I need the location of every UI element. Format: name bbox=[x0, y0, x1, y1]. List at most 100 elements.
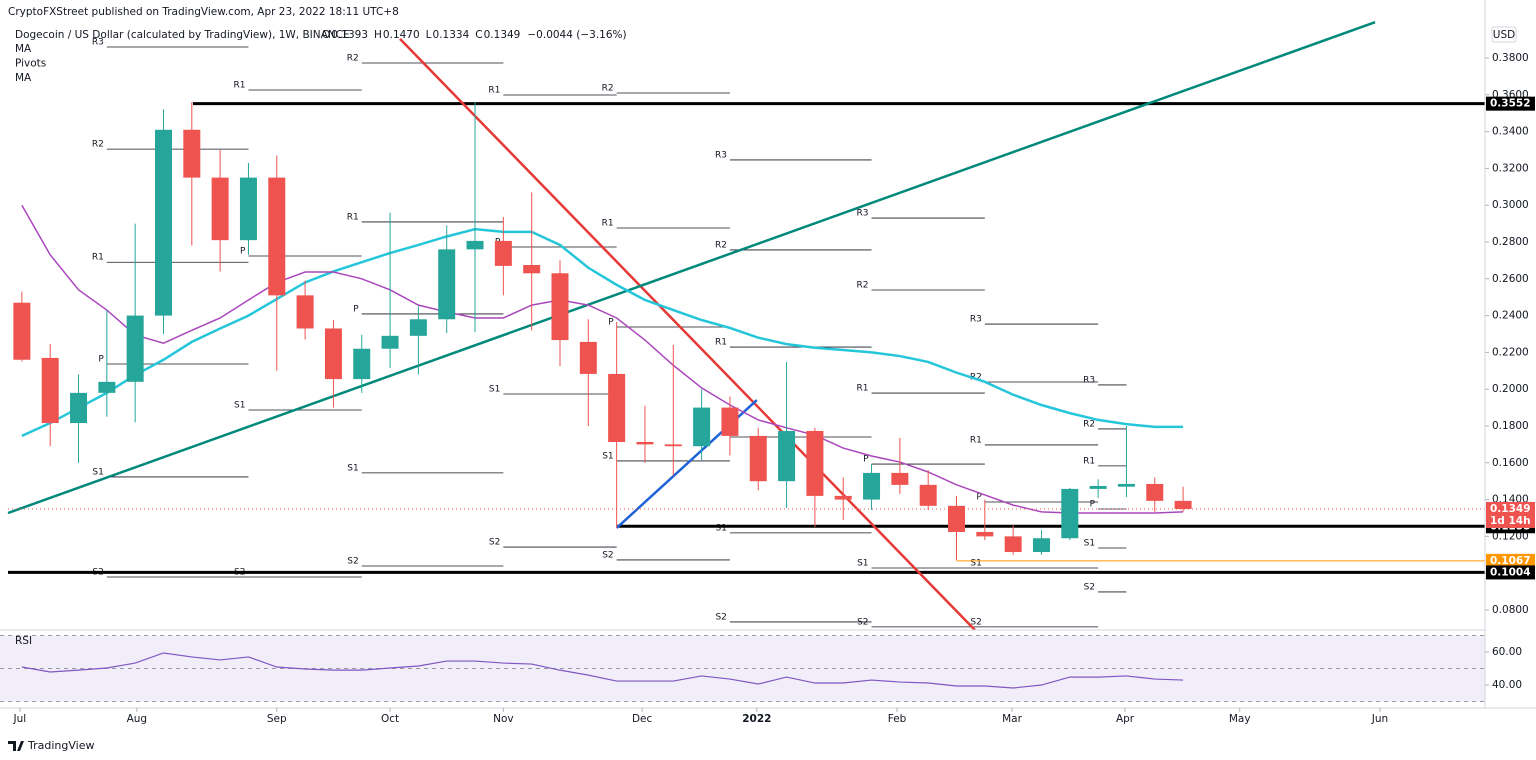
pivot-label: R3 bbox=[92, 37, 104, 47]
currency-box[interactable] bbox=[1491, 26, 1517, 43]
plot-area: R3 R2 R1 P S1 S2 R1 P S1 S2 R2 R1 P S1 S2 R1 P S1 S2 R2 R1 P S… bbox=[0, 20, 1485, 702]
price-label-box bbox=[1486, 565, 1535, 580]
tradingview-logo[interactable]: TradingView bbox=[8, 739, 94, 752]
candle-body bbox=[891, 472, 909, 485]
pivot-label: R2 bbox=[92, 140, 104, 150]
rsi-band bbox=[0, 635, 1485, 702]
symbol-title: Dogecoin / US Dollar (calculated by Trad… bbox=[15, 29, 350, 41]
candle-body bbox=[1117, 483, 1135, 487]
logo-icon[interactable] bbox=[8, 741, 24, 751]
pivot-label: S1 bbox=[857, 559, 868, 569]
pivot-label: R1 bbox=[233, 81, 245, 91]
y-tick-label: 0.3000 bbox=[1492, 199, 1529, 211]
candle-body bbox=[268, 177, 286, 296]
pivot-label: P bbox=[98, 354, 104, 364]
pivot-label: S1 bbox=[92, 467, 103, 477]
indicator-label: MA bbox=[15, 72, 32, 84]
currency[interactable]: USD bbox=[1493, 29, 1515, 41]
pivot-label: S2 bbox=[857, 617, 868, 627]
candle-body bbox=[1146, 483, 1164, 501]
x-tick-label: May bbox=[1229, 713, 1251, 725]
pivot-label: S2 bbox=[1084, 582, 1095, 592]
y-tick-label: 0.1200 bbox=[1492, 530, 1529, 542]
candle-body bbox=[693, 407, 711, 447]
pivot-label: S1 bbox=[347, 463, 358, 473]
pivot-label: R3 bbox=[715, 150, 727, 160]
ohlc-value: 0.1349 bbox=[484, 29, 521, 41]
ohlc-label: C bbox=[475, 29, 482, 41]
candle-body bbox=[1061, 488, 1079, 539]
published-note: CryptoFXStreet published on TradingView.… bbox=[8, 6, 399, 18]
rsi-name: RSI bbox=[15, 635, 32, 647]
y-tick-label: 0.1600 bbox=[1492, 457, 1529, 469]
pivot-label: P bbox=[1090, 499, 1096, 509]
y-tick-label: 0.0800 bbox=[1492, 604, 1529, 616]
x-tick-label: Sep bbox=[267, 713, 287, 725]
candle-body bbox=[381, 335, 399, 349]
pivot-label: S1 bbox=[715, 523, 726, 533]
candle-body bbox=[211, 177, 229, 241]
candle-body bbox=[466, 240, 484, 250]
x-tick-label: Oct bbox=[381, 713, 399, 725]
candle-body bbox=[834, 495, 852, 500]
pivot-label: P bbox=[353, 304, 359, 314]
pivot-label: R2 bbox=[1083, 419, 1095, 429]
ohlc-label: O bbox=[322, 29, 330, 41]
candle-body bbox=[523, 265, 541, 274]
candle-body bbox=[1032, 538, 1050, 553]
candle-body bbox=[579, 341, 597, 374]
price-label: 0.3552 bbox=[1490, 98, 1531, 110]
y-tick-label: 0.3400 bbox=[1492, 126, 1529, 138]
candle-body bbox=[721, 407, 739, 436]
x-tick-label: Dec bbox=[632, 713, 653, 725]
price-label-box bbox=[1486, 553, 1535, 568]
x-tick-label: Feb bbox=[888, 713, 907, 725]
ohlc-value: 0.1334 bbox=[433, 29, 470, 41]
candle-body bbox=[98, 381, 116, 393]
last-price-label: 0.1349 bbox=[1490, 503, 1531, 515]
pivot-label: S2 bbox=[347, 556, 358, 566]
moving-average bbox=[21, 227, 1184, 438]
pivot-label: R1 bbox=[488, 86, 500, 96]
candle-body bbox=[353, 348, 371, 380]
candle-body bbox=[183, 129, 201, 178]
pivot-label: R1 bbox=[347, 212, 359, 222]
ohlc-value: 0.1393 bbox=[331, 29, 368, 41]
x-tick-label: Aug bbox=[127, 713, 148, 725]
price-label: 0.1004 bbox=[1490, 566, 1531, 578]
rsi-tick-label: 40.00 bbox=[1492, 679, 1522, 691]
candle-body bbox=[239, 177, 257, 241]
pivot-label: R2 bbox=[857, 281, 869, 291]
candle-body bbox=[154, 129, 172, 316]
pivot-label: R1 bbox=[857, 384, 869, 394]
candle-body bbox=[948, 505, 966, 532]
x-tick-label: 2022 bbox=[742, 713, 771, 725]
y-tick-label: 0.1800 bbox=[1492, 420, 1529, 432]
candle-body bbox=[409, 319, 427, 336]
pivot-label: S2 bbox=[715, 612, 726, 622]
y-tick-label: 0.3200 bbox=[1492, 162, 1529, 174]
candle-body bbox=[494, 240, 512, 266]
pivot-label: S1 bbox=[602, 451, 613, 461]
countdown: 1d 14h bbox=[1490, 515, 1531, 527]
candle-body bbox=[551, 273, 569, 341]
brand[interactable]: TradingView bbox=[27, 739, 94, 752]
pivot-label: S2 bbox=[489, 538, 500, 548]
last-price-box bbox=[1486, 501, 1535, 528]
y-tick-label: 0.2200 bbox=[1492, 346, 1529, 358]
candle-body bbox=[664, 444, 682, 447]
candle-body bbox=[863, 472, 881, 500]
candle-body bbox=[919, 484, 937, 506]
pivot-label: P bbox=[863, 455, 869, 465]
x-tick-label: Mar bbox=[1002, 713, 1022, 725]
x-tick-label: Jul bbox=[13, 713, 27, 725]
candle-body bbox=[438, 249, 456, 320]
pivot-label: S1 bbox=[489, 384, 500, 394]
pivot-label: S1 bbox=[970, 559, 981, 569]
pivot-label: R1 bbox=[602, 219, 614, 229]
candle-body bbox=[324, 328, 342, 380]
pivot-label: R3 bbox=[857, 209, 869, 219]
candle-body bbox=[749, 435, 767, 482]
candle-body bbox=[976, 531, 994, 537]
